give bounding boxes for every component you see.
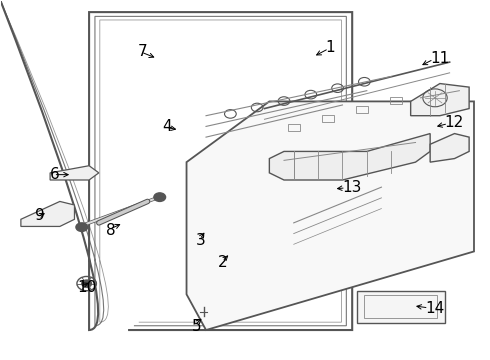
Text: 2: 2 bbox=[218, 255, 228, 270]
Text: 11: 11 bbox=[430, 51, 449, 66]
Text: 7: 7 bbox=[138, 44, 147, 59]
PathPatch shape bbox=[50, 166, 99, 180]
Text: 14: 14 bbox=[425, 301, 444, 316]
Text: 3: 3 bbox=[196, 233, 206, 248]
Circle shape bbox=[82, 280, 92, 287]
Bar bbox=[365, 295, 438, 318]
Bar bbox=[288, 124, 299, 131]
PathPatch shape bbox=[270, 134, 430, 180]
Bar bbox=[390, 98, 402, 104]
Text: 10: 10 bbox=[77, 280, 96, 295]
Bar bbox=[322, 115, 334, 122]
Text: 4: 4 bbox=[162, 119, 172, 134]
Bar bbox=[357, 291, 445, 323]
Text: 8: 8 bbox=[106, 222, 116, 238]
Bar bbox=[356, 107, 368, 113]
Circle shape bbox=[154, 193, 166, 202]
PathPatch shape bbox=[430, 134, 469, 162]
Text: 1: 1 bbox=[325, 40, 335, 55]
Circle shape bbox=[76, 223, 88, 231]
PathPatch shape bbox=[411, 84, 469, 116]
Text: 5: 5 bbox=[192, 319, 201, 334]
PathPatch shape bbox=[187, 102, 474, 330]
Text: 13: 13 bbox=[343, 180, 362, 195]
Text: 12: 12 bbox=[445, 115, 464, 130]
Text: 6: 6 bbox=[50, 167, 60, 182]
Text: 9: 9 bbox=[34, 208, 44, 223]
PathPatch shape bbox=[21, 202, 74, 226]
